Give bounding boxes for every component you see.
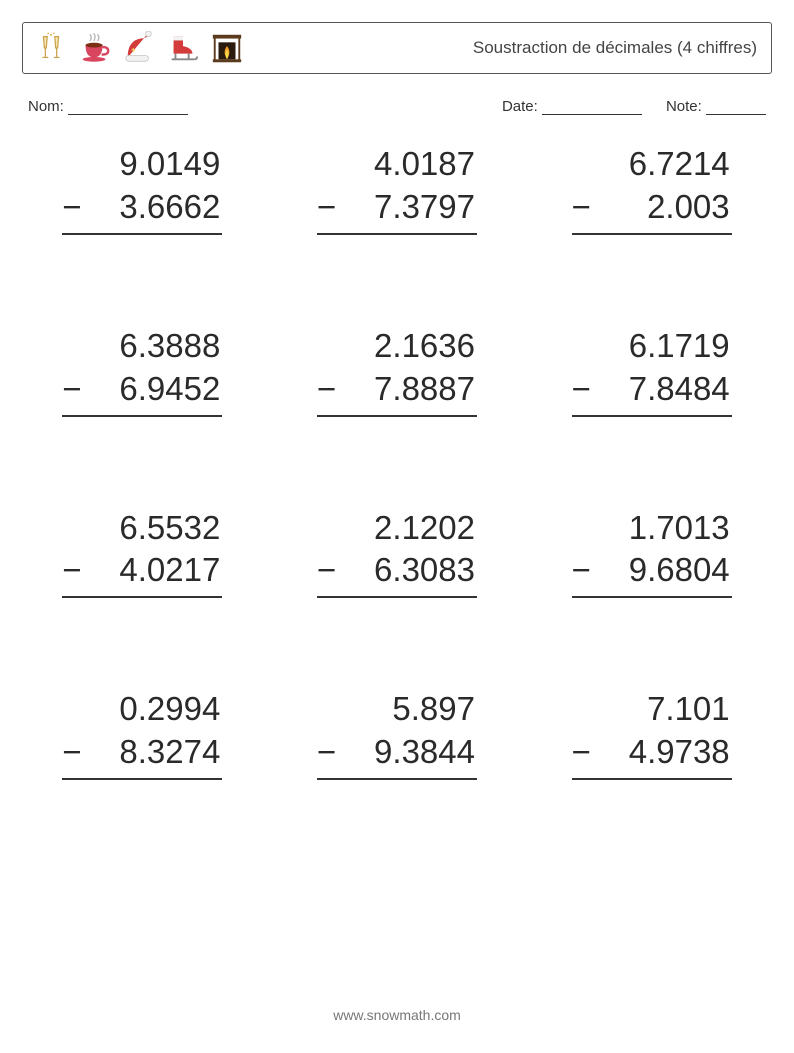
note-label: Note:: [666, 98, 702, 115]
operator: −: [62, 549, 84, 592]
minuend: 6.5532: [62, 507, 222, 550]
minuend: 7.101: [572, 688, 732, 731]
note-blank[interactable]: [706, 99, 766, 116]
problem: 6.5532−4.0217: [62, 507, 222, 599]
subtrahend: 3.6662: [84, 186, 222, 229]
operator: −: [62, 731, 84, 774]
ice-skate-icon: [165, 30, 201, 66]
subtrahend: 6.3083: [339, 549, 477, 592]
minuend: 0.2994: [62, 688, 222, 731]
subtrahend-row: −2.003: [572, 186, 732, 235]
operator: −: [62, 186, 84, 229]
subtrahend-row: −4.9738: [572, 731, 732, 780]
problem: 6.3888−6.9452: [62, 325, 222, 417]
subtrahend: 9.3844: [339, 731, 477, 774]
champagne-icon: [33, 30, 69, 66]
subtrahend-row: −7.8887: [317, 368, 477, 417]
problem: 1.7013−9.6804: [572, 507, 732, 599]
meta-line: Nom: Date: Note:: [28, 98, 766, 115]
subtrahend-row: −7.3797: [317, 186, 477, 235]
operator: −: [572, 549, 594, 592]
problem: 7.101−4.9738: [572, 688, 732, 780]
operator: −: [317, 186, 339, 229]
minuend: 4.0187: [317, 143, 477, 186]
subtrahend-row: −9.3844: [317, 731, 477, 780]
meta-right: Date: Note:: [502, 98, 766, 115]
operator: −: [317, 731, 339, 774]
name-label: Nom:: [28, 98, 64, 115]
subtrahend: 4.9738: [594, 731, 732, 774]
problem: 6.7214−2.003: [572, 143, 732, 235]
subtrahend: 2.003: [594, 186, 732, 229]
worksheet-page: Soustraction de décimales (4 chiffres) N…: [0, 0, 794, 1053]
operator: −: [62, 368, 84, 411]
minuend: 6.7214: [572, 143, 732, 186]
problems-grid: 9.0149−3.66624.0187−7.37976.7214−2.0036.…: [22, 143, 772, 780]
operator: −: [572, 731, 594, 774]
problem: 0.2994−8.3274: [62, 688, 222, 780]
worksheet-title: Soustraction de décimales (4 chiffres): [473, 38, 757, 58]
footer: www.snowmath.com: [0, 1007, 794, 1023]
date-field: Date:: [502, 98, 642, 115]
subtrahend-row: −7.8484: [572, 368, 732, 417]
problem: 2.1202−6.3083: [317, 507, 477, 599]
minuend: 6.3888: [62, 325, 222, 368]
note-field: Note:: [666, 98, 766, 115]
problem: 9.0149−3.6662: [62, 143, 222, 235]
subtrahend: 4.0217: [84, 549, 222, 592]
minuend: 6.1719: [572, 325, 732, 368]
problem: 2.1636−7.8887: [317, 325, 477, 417]
problem: 6.1719−7.8484: [572, 325, 732, 417]
subtrahend: 8.3274: [84, 731, 222, 774]
subtrahend: 6.9452: [84, 368, 222, 411]
operator: −: [317, 368, 339, 411]
operator: −: [317, 549, 339, 592]
subtrahend-row: −3.6662: [62, 186, 222, 235]
header-icon-row: [33, 30, 245, 66]
footer-link[interactable]: www.snowmath.com: [333, 1007, 461, 1023]
name-field: Nom:: [28, 98, 188, 115]
operator: −: [572, 186, 594, 229]
minuend: 2.1636: [317, 325, 477, 368]
header-box: Soustraction de décimales (4 chiffres): [22, 22, 772, 74]
problem: 5.897−9.3844: [317, 688, 477, 780]
minuend: 9.0149: [62, 143, 222, 186]
subtrahend-row: −6.9452: [62, 368, 222, 417]
fireplace-icon: [209, 30, 245, 66]
meta-left: Nom:: [28, 98, 188, 115]
subtrahend-row: −8.3274: [62, 731, 222, 780]
operator: −: [572, 368, 594, 411]
santa-hat-icon: [121, 30, 157, 66]
hot-cup-icon: [77, 30, 113, 66]
problem: 4.0187−7.3797: [317, 143, 477, 235]
subtrahend: 9.6804: [594, 549, 732, 592]
minuend: 2.1202: [317, 507, 477, 550]
subtrahend: 7.8887: [339, 368, 477, 411]
subtrahend-row: −6.3083: [317, 549, 477, 598]
subtrahend-row: −9.6804: [572, 549, 732, 598]
minuend: 5.897: [317, 688, 477, 731]
subtrahend-row: −4.0217: [62, 549, 222, 598]
subtrahend: 7.3797: [339, 186, 477, 229]
name-blank[interactable]: [68, 99, 188, 116]
date-blank[interactable]: [542, 99, 642, 116]
minuend: 1.7013: [572, 507, 732, 550]
date-label: Date:: [502, 98, 538, 115]
subtrahend: 7.8484: [594, 368, 732, 411]
